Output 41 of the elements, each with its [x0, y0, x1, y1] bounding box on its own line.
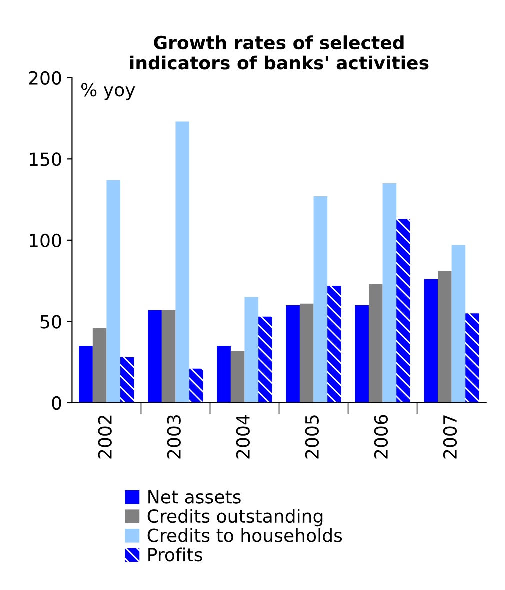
y-axis-title: % yoy [81, 83, 136, 100]
bar [314, 196, 328, 403]
x-tick-label: 2003 [167, 416, 181, 459]
x-tick-label: 2005 [305, 416, 320, 459]
chart-title: Growth rates of selected indicators of banks' activities [130, 36, 429, 70]
bar [396, 219, 410, 403]
bar [217, 346, 231, 403]
bar [176, 122, 190, 403]
bar [328, 286, 342, 403]
bar [368, 284, 383, 403]
bar [355, 305, 369, 403]
y-tick-label: 50 [40, 315, 62, 329]
bar [106, 180, 121, 403]
y-tick-label: 200 [29, 71, 62, 85]
bar [382, 184, 397, 403]
bar [190, 368, 204, 403]
bar [424, 279, 438, 403]
x-tick-label: 2002 [98, 416, 112, 459]
bar [79, 346, 93, 403]
legend-label: Net assets [148, 490, 241, 504]
x-tick-label: 2004 [236, 415, 250, 459]
legend-label: Credits to households [148, 528, 342, 542]
legend-label: Profits [148, 548, 202, 562]
bar [438, 271, 452, 403]
bar [466, 314, 480, 403]
y-tick-label: 0 [52, 396, 62, 410]
bar [162, 310, 176, 403]
x-tick-label: 2007 [443, 416, 458, 459]
y-tick-label: 100 [30, 234, 62, 248]
bar [300, 304, 314, 403]
bar [258, 316, 272, 403]
bar [92, 328, 107, 403]
bar [452, 245, 466, 403]
legend-label: Credits outstanding [148, 509, 323, 527]
bar [286, 305, 300, 403]
y-tick-label: 150 [30, 152, 62, 166]
bar [148, 310, 162, 403]
x-tick-label: 2006 [374, 415, 388, 459]
bar [120, 357, 134, 403]
bar [244, 297, 259, 403]
bar [230, 350, 245, 403]
